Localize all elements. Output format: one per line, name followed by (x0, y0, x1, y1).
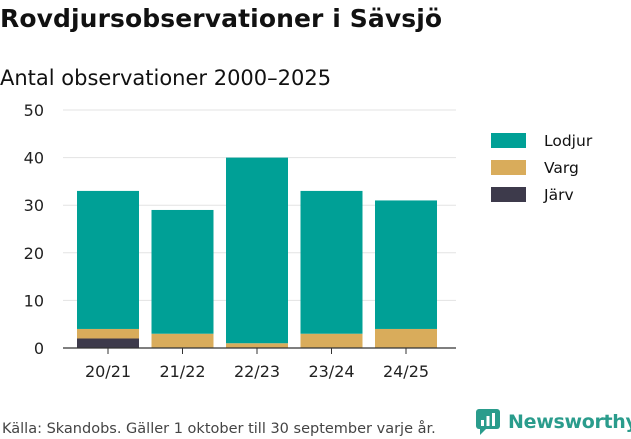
bar-segment-varg (300, 333, 363, 348)
legend-item-varg: Varg (491, 154, 592, 181)
bar-segment-lodjur (226, 157, 288, 344)
source-note: Källa: Skandobs. Gäller 1 oktober till 3… (2, 421, 436, 437)
bar-segment-varg (375, 328, 437, 348)
x-tick-label: 20/21 (85, 362, 131, 381)
y-tick-label: 50 (24, 101, 44, 120)
brand-name: Newsworthy (508, 411, 631, 433)
legend-label: Varg (544, 158, 579, 177)
bar-segment-lodjur (375, 200, 437, 329)
bar-segment-varg (226, 343, 288, 348)
chart-legend: Lodjur Varg Järv (491, 127, 592, 208)
y-tick-label: 30 (24, 196, 44, 215)
legend-swatch (491, 160, 526, 175)
y-tick-label: 10 (24, 291, 44, 310)
legend-label: Järv (544, 185, 574, 204)
y-tick-label: 0 (34, 339, 44, 358)
y-tick-label: 20 (24, 244, 44, 263)
x-tick-label: 23/24 (308, 362, 354, 381)
legend-swatch (491, 187, 526, 202)
newsworthy-brand[interactable]: Newsworthy (476, 409, 631, 435)
y-tick-label: 40 (24, 149, 44, 168)
x-tick-label: 21/22 (159, 362, 205, 381)
chart-subtitle: Antal observationer 2000–2025 (0, 66, 332, 90)
bar-segment-lodjur (77, 190, 139, 329)
bar-segment-lodjur (300, 190, 363, 334)
chart-title: Rovdjursobservationer i Sävsjö (0, 4, 443, 33)
bar-segment-lodjur (151, 209, 214, 334)
stacked-bar-chart: 0 10 20 30 40 50 20/21 21/22 22/23 23/24 24/25 (24, 101, 456, 381)
x-tick-label: 22/23 (234, 362, 280, 381)
newsworthy-logo-icon (476, 409, 500, 435)
bar-segment-järv (77, 338, 139, 348)
bar-segment-varg (151, 333, 214, 348)
legend-swatch (491, 133, 526, 148)
legend-label: Lodjur (544, 131, 593, 150)
legend-item-lodjur: Lodjur (491, 127, 592, 154)
x-tick-label: 24/25 (383, 362, 429, 381)
legend-item-järv: Järv (491, 181, 592, 208)
bar-segment-varg (77, 328, 139, 339)
